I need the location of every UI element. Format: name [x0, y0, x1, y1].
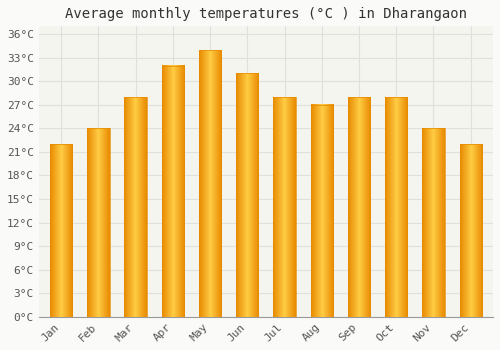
Bar — [274, 97, 295, 317]
Bar — [236, 74, 258, 317]
Bar — [162, 65, 184, 317]
Bar — [460, 144, 482, 317]
Bar — [199, 50, 222, 317]
Title: Average monthly temperatures (°C ) in Dharangaon: Average monthly temperatures (°C ) in Dh… — [65, 7, 467, 21]
Bar — [348, 97, 370, 317]
Bar — [385, 97, 407, 317]
Bar — [310, 105, 333, 317]
Bar — [422, 128, 444, 317]
Bar — [124, 97, 147, 317]
Bar — [87, 128, 110, 317]
Bar — [50, 144, 72, 317]
